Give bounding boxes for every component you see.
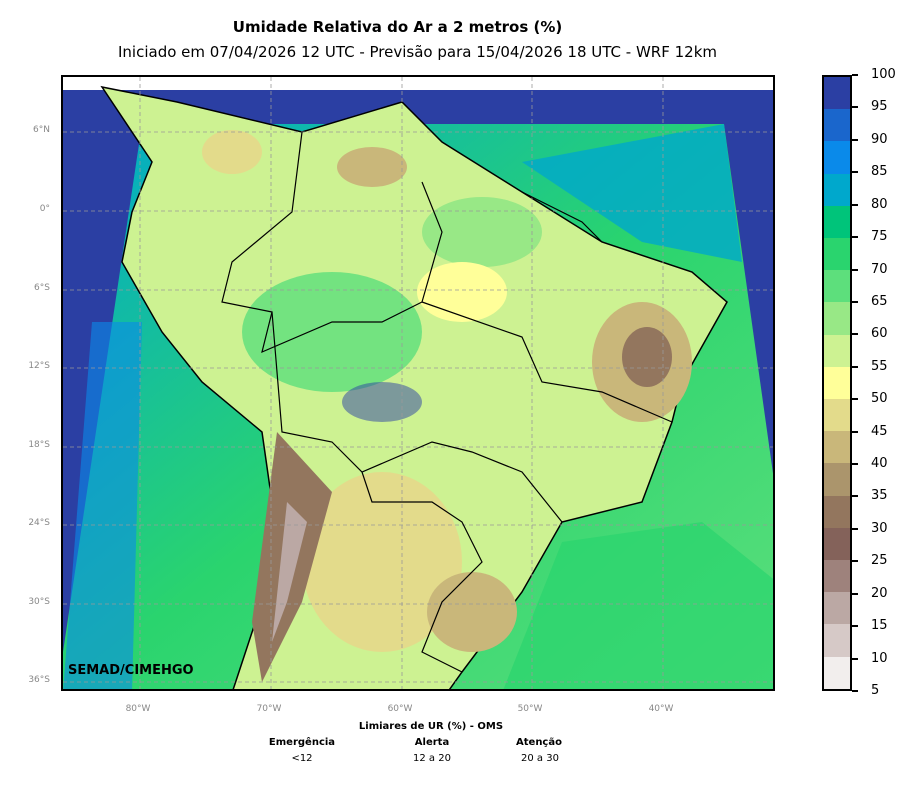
colorbar-tick: [852, 430, 858, 433]
chart-subtitle: Iniciado em 07/04/2026 12 UTC - Previsão…: [117, 43, 718, 61]
colorbar-segment: [824, 109, 850, 142]
colorbar-tick: [852, 592, 858, 595]
map-canvas: [63, 77, 773, 689]
colorbar-tick-label: 90: [871, 131, 888, 147]
colorbar-tick-label: 30: [871, 520, 888, 536]
colorbar-segment: [824, 334, 850, 367]
colorbar-segment: [824, 656, 850, 689]
colorbar-segment: [824, 366, 850, 400]
colorbar-segment: [824, 624, 850, 657]
colorbar-tick-label: 75: [871, 229, 888, 245]
legend-label-atencao: Atenção: [516, 737, 562, 748]
colorbar-tick: [852, 203, 858, 206]
colorbar-tick-label: 85: [871, 164, 888, 180]
colorbar-tick: [852, 690, 858, 692]
country-borders: [221, 131, 673, 673]
lat-label: 18°S: [28, 440, 50, 450]
colorbar-tick: [852, 300, 858, 303]
lat-label: 30°S: [28, 597, 50, 607]
colorbar-tick-label: 15: [871, 618, 888, 634]
colorbar-tick: [852, 527, 858, 530]
colorbar-segment: [824, 173, 850, 206]
colorbar-tick-label: 45: [871, 423, 888, 439]
colorbar-segment: [824, 141, 850, 174]
south-america: [100, 85, 728, 689]
lon-label: 40°W: [648, 704, 674, 714]
colorbar-tick-label: 100: [871, 67, 896, 82]
colorbar-segment: [824, 463, 850, 496]
colorbar-tick-label: 80: [871, 196, 888, 212]
colorbar-tick: [852, 560, 858, 563]
legend-label-alerta: Alerta: [414, 737, 450, 748]
colorbar-segment: [824, 527, 850, 561]
colorbar-tick: [852, 236, 858, 239]
colorbar-segment: [824, 302, 850, 335]
colorbar-segment: [824, 431, 850, 464]
colorbar-segment: [824, 77, 850, 110]
colorbar-segment: [824, 270, 850, 303]
colorbar-tick: [852, 138, 858, 141]
colorbar-tick-label: 55: [871, 358, 888, 374]
lat-label: 36°S: [28, 675, 50, 685]
colorbar-tick-label: 70: [871, 261, 888, 277]
legend-label-emergencia: Emergência: [268, 737, 336, 748]
lat-label: 12°S: [28, 361, 50, 371]
lat-label: 0°: [39, 204, 50, 214]
legend-value-atencao: 20 a 30: [521, 753, 559, 764]
colorbar-segment: [824, 205, 850, 239]
colorbar-tick: [852, 365, 858, 368]
colorbar-tick-label: 95: [871, 99, 888, 115]
lat-label: 6°N: [33, 125, 50, 135]
lat-label: 24°S: [28, 518, 50, 528]
colorbar-tick: [852, 495, 858, 498]
lat-label: 6°S: [34, 283, 50, 293]
colorbar-tick-label: 65: [871, 293, 888, 309]
colorbar-segment: [824, 399, 850, 432]
colorbar-tick-label: 35: [871, 488, 888, 504]
colorbar-tick-label: 5: [871, 683, 880, 698]
credit-label: SEMAD/CIMEHGO: [68, 663, 194, 678]
colorbar-tick: [852, 625, 858, 628]
colorbar-tick: [852, 74, 858, 76]
colorbar-tick-label: 10: [871, 650, 888, 666]
colorbar-tick-label: 60: [871, 326, 888, 342]
humidity-map: [61, 75, 775, 691]
colorbar-tick-label: 40: [871, 456, 888, 472]
colorbar-tick: [852, 657, 858, 660]
colorbar-segment: [824, 592, 850, 625]
lon-label: 70°W: [256, 704, 282, 714]
legend-value-emergencia: <12: [291, 753, 313, 764]
colorbar-tick: [852, 398, 858, 401]
legend-title: Limiares de UR (%) - OMS: [358, 721, 504, 732]
colorbar-segment: [824, 560, 850, 593]
colorbar-tick-label: 50: [871, 391, 888, 407]
colorbar-tick-label: 25: [871, 553, 888, 569]
colorbar-tick-label: 20: [871, 585, 888, 601]
colorbar-tick: [852, 463, 858, 466]
colorbar-tick: [852, 171, 858, 174]
legend-value-alerta: 12 a 20: [413, 753, 451, 764]
lon-label: 50°W: [517, 704, 543, 714]
colorbar-tick: [852, 333, 858, 336]
chart-title: Umidade Relativa do Ar a 2 metros (%): [232, 18, 563, 36]
lon-label: 80°W: [125, 704, 151, 714]
colorbar-tick: [852, 106, 858, 109]
colorbar-tick: [852, 268, 858, 271]
colorbar-segment: [824, 495, 850, 528]
lon-label: 60°W: [387, 704, 413, 714]
colorbar-segment: [824, 238, 850, 271]
colorbar: [822, 75, 852, 691]
